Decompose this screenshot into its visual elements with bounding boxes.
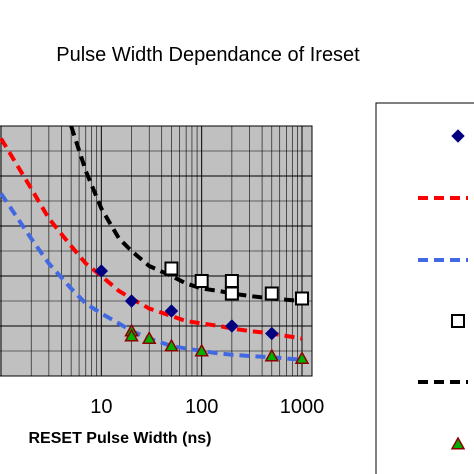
- legend: [418, 129, 468, 450]
- data-point-square: [224, 274, 239, 288]
- data-point-square: [224, 286, 239, 301]
- data-point-triangle: [124, 328, 139, 342]
- x-axis-ticks: 10 100 1000: [90, 396, 324, 418]
- legend-box: [375, 102, 474, 474]
- grid: [0, 126, 312, 376]
- data-point-square: [451, 314, 465, 328]
- chart-title: Pulse Width Dependance of Ireset: [56, 44, 360, 66]
- data-point-triangle: [450, 436, 466, 450]
- x-tick-label: 100: [185, 396, 218, 418]
- data-point-square: [264, 286, 279, 301]
- data-point-diamond: [225, 319, 239, 333]
- x-tick-label: 1000: [280, 396, 325, 418]
- data-point-triangle: [194, 343, 209, 357]
- data-point-triangle: [294, 350, 310, 365]
- series-lines: [0, 125, 303, 362]
- series-points: [94, 261, 310, 365]
- data-point-diamond: [451, 129, 465, 143]
- data-point-triangle: [141, 330, 157, 345]
- data-point-square: [164, 261, 179, 276]
- series-line: [0, 192, 303, 362]
- x-tick-label: 10: [90, 396, 112, 418]
- data-point-diamond: [124, 294, 139, 308]
- data-point-square: [194, 274, 209, 288]
- data-point-triangle: [264, 348, 280, 362]
- data-point-diamond: [164, 304, 179, 318]
- x-axis-label: RESET Pulse Width (ns): [29, 430, 212, 447]
- data-point-diamond: [94, 264, 109, 278]
- data-point-square: [295, 291, 309, 306]
- series-line: [0, 137, 303, 341]
- series-line: [69, 125, 303, 303]
- data-point-diamond: [265, 326, 279, 341]
- data-point-triangle: [164, 338, 179, 352]
